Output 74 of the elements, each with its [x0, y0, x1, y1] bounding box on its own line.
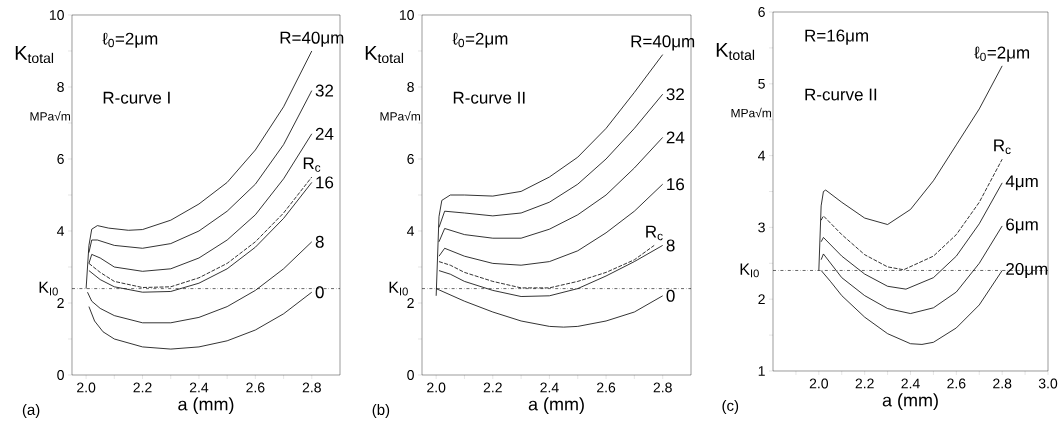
series-label: R$_{c}$ [646, 225, 663, 241]
series-label: 32 [315, 84, 334, 97]
y-tick-label: 4 [758, 150, 766, 161]
ref-line-label: K$_{I0}$ [740, 263, 759, 278]
y-tick-label: 2 [57, 298, 64, 308]
y-tick-label: 6 [57, 154, 64, 164]
annotation: R=16μm [805, 29, 868, 45]
y-tick-label: 1 [758, 366, 765, 376]
x-tick-label: 2.8 [653, 382, 672, 393]
x-tick-label: 2.4 [901, 378, 920, 389]
series-label: R$_{c}$ [303, 157, 321, 172]
x-tick-label: 2.6 [947, 378, 966, 389]
ref-line-label: K$_{I0}$ [39, 281, 58, 296]
x-tick-label: 2.8 [302, 382, 321, 393]
series-label: 16 [667, 178, 685, 191]
x-tick-label: 3.0 [1038, 378, 1058, 389]
y-tick-label: 0 [407, 370, 414, 380]
text: (c) [722, 399, 739, 414]
series-label: 20μm [1006, 262, 1048, 279]
annotation: R-curve II [805, 88, 877, 101]
annotation: ℓ$_{0}$=2μm [452, 32, 508, 48]
y-tick-label: 6 [407, 154, 414, 164]
y-axis-title: K$_{total}$ [365, 46, 404, 64]
series-label: R$_{c}$ [994, 139, 1011, 154]
annotation: R-curve I [103, 91, 170, 104]
y-tick-label: 4 [407, 226, 415, 236]
x-tick-label: 2.2 [855, 378, 874, 389]
series-label: R=40μm [631, 35, 695, 51]
y-axis-title: K$_{total}$ [15, 46, 54, 64]
x-tick-label: 2.4 [189, 382, 209, 393]
y-tick-label: 3 [758, 222, 765, 233]
x-tick-label: 2.2 [483, 382, 502, 393]
x-tick-label: 2.6 [246, 382, 265, 393]
y-tick-label: 0 [57, 370, 64, 380]
series-label: ℓ$_{0}$=2μm [974, 46, 1030, 62]
x-tick-label: 2.0 [427, 382, 446, 393]
text: MPa√m [731, 107, 772, 118]
series-label: 0 [666, 289, 675, 302]
text: (b) [372, 404, 390, 418]
series-label: 16 [316, 176, 334, 189]
annotation: R-curve II [453, 91, 525, 104]
text: (a) [22, 404, 40, 418]
y-tick-label: 8 [57, 82, 64, 92]
series-label: 4μm [1005, 175, 1038, 191]
series-label: 6μm [1006, 218, 1038, 234]
x-axis-title: a (mm) [178, 397, 234, 415]
series-label: 0 [315, 286, 324, 299]
series-label: 24 [315, 127, 334, 140]
y-tick-label: 8 [407, 82, 414, 92]
text: MPa√m [380, 111, 421, 121]
x-tick-label: 2.0 [809, 378, 829, 389]
x-tick-label: 2.0 [77, 382, 96, 393]
series-label: 32 [666, 88, 684, 101]
series-label: 8 [315, 235, 324, 248]
x-tick-label: 2.4 [540, 382, 559, 393]
y-tick-label: 5 [758, 78, 765, 89]
y-tick-label: 10 [399, 10, 414, 20]
y-tick-label: 2 [407, 298, 414, 308]
y-axis-title: K$_{total}$ [716, 42, 755, 60]
annotation: ℓ$_{0}$=2μm [102, 32, 158, 48]
x-axis-title: a (mm) [882, 393, 938, 411]
y-tick-label: 10 [49, 10, 64, 20]
y-tick-label: 6 [758, 7, 765, 17]
series-label: 24 [666, 131, 685, 144]
y-tick-label: 2 [758, 294, 765, 305]
series-label: 8 [666, 239, 675, 252]
text: MPa√m [30, 111, 71, 121]
x-axis-title: a (mm) [528, 397, 584, 415]
x-tick-label: 2.6 [597, 382, 616, 393]
x-tick-label: 2.8 [993, 378, 1012, 389]
y-tick-label: 4 [56, 226, 65, 236]
x-tick-label: 2.2 [133, 382, 152, 393]
ref-line-label: K$_{I0}$ [389, 281, 408, 296]
series-label: R=40μm [280, 31, 344, 47]
